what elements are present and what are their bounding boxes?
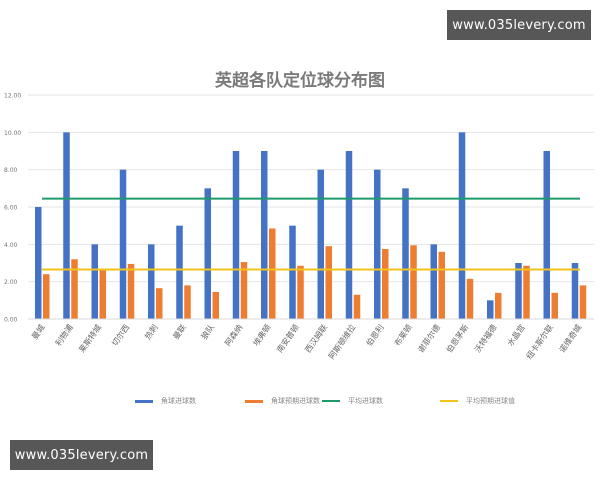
x-tick-label: 利物浦 — [53, 322, 75, 347]
bar-goals — [35, 207, 42, 319]
bar-xg — [495, 292, 502, 319]
chart-plot: 0.00 2.00 4.00 6.00 8.00 10.00 12.00 曼城 利物浦 莱斯特城切… — [4, 93, 594, 361]
bar-xg — [297, 265, 304, 319]
legend-label: 平均进球数 — [348, 397, 383, 405]
bar-xg — [579, 285, 587, 319]
bar-xg — [71, 259, 78, 319]
y-tick-label: 4.00 — [4, 242, 18, 249]
bar-xg — [127, 263, 135, 319]
x-tick-label: 伯恩茅斯 — [444, 322, 471, 354]
legend-item: 平均进球数 — [322, 396, 383, 406]
bar-goals — [430, 244, 437, 319]
bar-goals — [119, 169, 127, 319]
y-tick-label: 12.00 — [4, 93, 21, 100]
x-tick-label: 水晶宫 — [505, 322, 527, 347]
bar-xg — [184, 285, 191, 319]
bar-goals — [374, 169, 381, 319]
bar-goals — [345, 151, 353, 319]
legend-label: 角球预期进球数 — [271, 397, 320, 405]
y-tick-label: 6.00 — [4, 205, 18, 212]
legend-swatch — [245, 399, 263, 403]
x-tick-label: 伯恩利 — [364, 322, 386, 347]
bar-xg — [240, 262, 248, 319]
x-tick-label: 谢菲尔德 — [416, 322, 443, 354]
x-tick-label: 沃特福德 — [472, 322, 499, 354]
bar-goals — [515, 263, 522, 319]
x-tick-label: 布莱顿 — [392, 322, 414, 347]
bar-goals — [232, 151, 240, 319]
x-tick-label: 阿斯顿维拉 — [326, 322, 357, 361]
bar-xg — [325, 246, 332, 319]
x-tick-label: 狼队 — [199, 322, 216, 341]
chart-legend: 角球进球数 角球预期进球数 平均进球数 平均预期进球值 — [0, 396, 600, 410]
x-tick-label: 热刺 — [142, 322, 159, 341]
bar-goals — [261, 151, 268, 319]
chart-title: 英超各队定位球分布图 — [215, 71, 385, 91]
bar-goals — [176, 225, 183, 319]
bar-xg — [43, 274, 50, 319]
x-tick-label: 诺维奇城 — [557, 322, 584, 354]
y-tick-label: 0.00 — [4, 317, 18, 324]
bar-goals — [543, 151, 550, 319]
legend-item: 角球预期进球数 — [245, 396, 320, 406]
x-tick-label: 切尔西 — [109, 322, 131, 347]
bar-xg — [269, 228, 276, 319]
bar-xg — [353, 294, 361, 319]
legend-swatch — [135, 399, 153, 403]
bar-goals — [317, 169, 324, 319]
legend-swatch — [322, 400, 340, 402]
watermark-top: www.035levery.com — [447, 10, 591, 40]
y-tick-label: 8.00 — [4, 167, 18, 174]
bar-goals — [289, 225, 296, 319]
x-tick-label: 埃弗顿 — [251, 322, 273, 347]
legend-label: 角球进球数 — [161, 397, 196, 405]
bar-goals — [571, 263, 579, 319]
watermark-bottom: www.035levery.com — [10, 440, 153, 470]
bar-xg — [156, 288, 163, 319]
bar-goals — [402, 188, 409, 319]
legend-swatch — [440, 400, 458, 402]
y-tick-label: 2.00 — [4, 279, 18, 286]
legend-item: 角球进球数 — [135, 396, 196, 406]
bar-xg — [466, 278, 474, 319]
y-tick-label: 10.00 — [4, 130, 21, 137]
bar-xg — [99, 268, 106, 319]
bar-goals — [91, 244, 98, 319]
x-tick-label: 曼城 — [30, 323, 47, 341]
x-tick-label: 南安普顿 — [274, 322, 301, 354]
x-tick-label: 莱斯特城 — [77, 322, 104, 354]
legend-item: 平均预期进球值 — [440, 396, 515, 406]
x-tick-label: 阿森纳 — [222, 322, 244, 347]
x-tick-label: 纽卡斯尔联 — [524, 322, 555, 361]
bar-xg — [382, 249, 389, 319]
legend-label: 平均预期进球值 — [466, 397, 515, 405]
bar-xg — [410, 245, 417, 319]
bar-xg — [212, 291, 219, 319]
bar-goals — [458, 132, 466, 319]
bar-goals — [204, 188, 211, 319]
x-tick-label: 曼联 — [171, 323, 188, 341]
bar-goals — [148, 244, 155, 319]
bar-xg — [551, 292, 558, 319]
x-tick-label: 西汉姆联 — [303, 322, 330, 354]
bar-xg — [523, 265, 530, 319]
bar-goals — [63, 132, 70, 319]
bar-xg — [438, 251, 445, 319]
bar-goals — [487, 300, 494, 319]
